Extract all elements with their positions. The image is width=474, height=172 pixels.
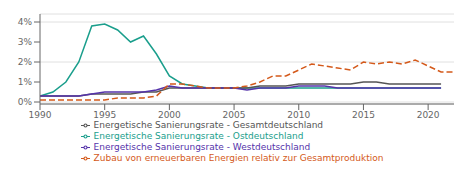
svg-text:2015: 2015 [352,110,375,120]
svg-text:1%: 1% [18,77,33,87]
svg-text:2%: 2% [18,57,33,67]
html-text:Energetische Sanierungsrate -: Energetische Sanierungsrate - Gesamtdeut… [93,120,324,130]
svg-text:2020: 2020 [417,110,440,120]
html-text:Energetische Sanierungsrate -: Energetische Sanierungsrate - Ostdeutsch… [93,131,304,141]
svg-text:1990: 1990 [29,110,52,120]
svg-text:3%: 3% [18,37,33,47]
svg-text:0%: 0% [18,97,33,107]
svg-text:4%: 4% [18,17,33,27]
svg-text:2010: 2010 [287,110,310,120]
html-text:Energetische Sanierungsrate -: Energetische Sanierungsrate - Westdeutsc… [93,142,311,152]
html-text:Zubau von erneuerbaren Energie: Zubau von erneuerbaren Energien relativ … [93,153,384,163]
svg-text:2005: 2005 [223,110,246,120]
svg-text:2000: 2000 [158,110,181,120]
svg-text:1995: 1995 [93,110,116,120]
